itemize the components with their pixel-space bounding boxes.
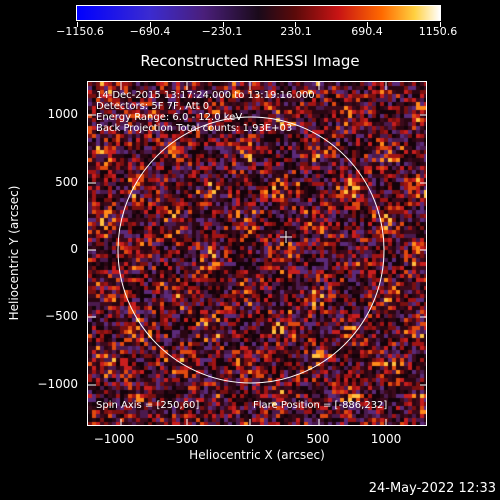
energy-range-text: Energy Range: 6.0 - 12.0 keV: [96, 112, 243, 123]
y-tick-label: 1000: [47, 107, 78, 121]
colorbar-tick: [295, 22, 296, 27]
solar-limb-circle: [117, 116, 385, 384]
axis-ticks: [88, 82, 426, 425]
colorbar-label: 230.1: [280, 25, 312, 38]
y-tick-label: 500: [55, 175, 78, 189]
generation-timestamp: 24-May-2022 12:33: [368, 481, 496, 496]
colorbar-label: 690.4: [351, 25, 383, 38]
y-tick-label: 0: [70, 242, 78, 256]
colorbar-tick: [367, 22, 368, 27]
colorbar-label: 1150.6: [418, 25, 458, 38]
spin-axis-text: Spin Axis = [250,60]: [96, 400, 200, 411]
x-tick-label: 0: [246, 432, 254, 446]
x-tick-label: −1000: [93, 432, 135, 446]
rhessi-image: [88, 82, 426, 425]
colorbar-tick: [223, 22, 224, 27]
x-tick-label: 1000: [370, 432, 402, 446]
method-counts-text: Back Projection Total counts: 1.93E+03: [96, 123, 293, 134]
plot-title: Reconstructed RHESSI Image: [140, 52, 360, 70]
colorbar-tick: [77, 22, 78, 27]
colorbar-label: −230.1: [201, 25, 243, 38]
colorbar: [76, 5, 441, 21]
solar-image-plot: 14-Dec-2015 13:17:24.000 to 13:19:16.000…: [87, 81, 427, 426]
colorbar-tick: [440, 22, 441, 27]
colorbar-tick: [150, 22, 151, 27]
colorbar-label: −1150.6: [56, 25, 104, 38]
detectors-text: Detectors: 5F 7F, Att 0: [96, 101, 210, 112]
y-axis-label: Heliocentric Y (arcsec): [7, 185, 21, 321]
flare-position-text: Flare Position = [-886,232]: [253, 400, 388, 411]
y-tick-label: −1000: [37, 377, 78, 391]
x-tick-label: 500: [306, 432, 330, 446]
plot-overlay: [88, 82, 426, 425]
x-axis-label: Heliocentric X (arcsec): [189, 448, 325, 462]
time-range-text: 14-Dec-2015 13:17:24.000 to 13:19:16.000: [96, 90, 315, 101]
x-tick-label: −500: [165, 432, 199, 446]
colorbar-label: −690.4: [129, 25, 171, 38]
y-tick-label: −500: [45, 309, 78, 323]
